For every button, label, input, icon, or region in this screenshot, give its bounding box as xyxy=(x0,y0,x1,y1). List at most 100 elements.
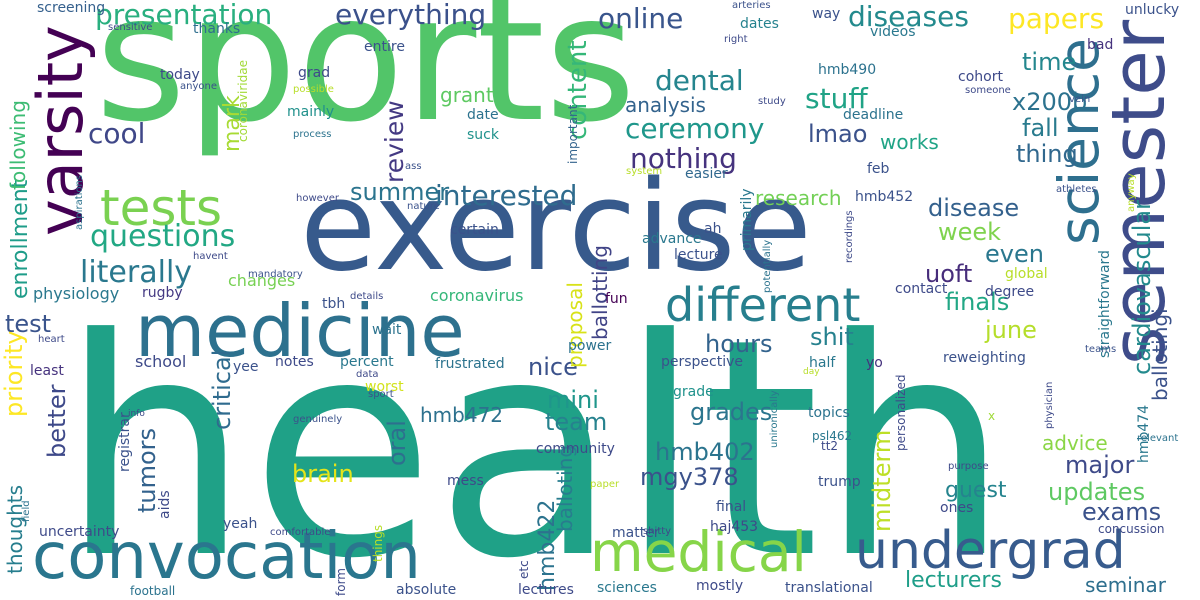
word-time: time xyxy=(1022,48,1077,76)
word-teams: teams xyxy=(1085,344,1117,355)
word-entire: entire xyxy=(364,39,405,55)
word-undergrad: undergrad xyxy=(855,521,1126,581)
word-papers: papers xyxy=(1008,2,1105,35)
word-frustrated: frustrated xyxy=(435,356,505,372)
word-team: team xyxy=(545,408,608,436)
word-trump: trump xyxy=(818,474,861,490)
word-physiology: physiology xyxy=(33,284,120,303)
word-hmb472: hmb472 xyxy=(420,403,504,427)
word-medical: medical xyxy=(590,520,807,584)
word-personalized: personalized xyxy=(894,374,908,451)
word-brain: brain xyxy=(292,460,354,488)
word-proposal: proposal xyxy=(563,282,587,368)
word-anyone: anyone xyxy=(180,81,217,92)
word-fall: fall xyxy=(1022,114,1059,142)
word-purpose: purpose xyxy=(948,461,989,472)
word-medicine: medicine xyxy=(135,289,465,373)
word-data: data xyxy=(356,369,379,380)
word-straightforward: straightforward xyxy=(1097,250,1113,358)
word-ceremony: ceremony xyxy=(625,112,765,145)
word-sport: sport xyxy=(368,389,394,400)
word-date: date xyxy=(467,107,499,123)
word-system: system xyxy=(626,166,663,177)
word-uoft: uoft xyxy=(925,260,973,288)
word-unlucky: unlucky xyxy=(1125,2,1180,18)
word-way: way xyxy=(812,6,841,22)
word-nothing: nothing xyxy=(630,142,737,175)
word-topics: topics xyxy=(808,405,850,421)
word-shit: shit xyxy=(810,323,854,351)
word-updates: updates xyxy=(1048,478,1146,506)
word-aids: aids xyxy=(157,490,173,519)
word-sports: sports xyxy=(95,0,637,161)
word-dates: dates xyxy=(740,16,779,32)
word-works: works xyxy=(880,130,939,154)
word-perspective: perspective xyxy=(661,354,744,370)
word-everything: everything xyxy=(335,0,487,31)
word-review: review xyxy=(380,100,409,183)
word-degree: degree xyxy=(985,284,1035,300)
word-oral: oral xyxy=(383,420,411,466)
word-things: things xyxy=(371,524,385,562)
word-deadline: deadline xyxy=(843,107,904,123)
word-yo: yo xyxy=(866,355,883,371)
word-ballotingi: ballotingi xyxy=(1148,308,1172,401)
word-thoughts: thoughts xyxy=(3,484,27,574)
word-thanks: thanks xyxy=(193,21,241,37)
word-concussion: concussion xyxy=(1098,522,1165,536)
word-community: community xyxy=(536,441,615,457)
word-potentially: potentially xyxy=(762,239,773,293)
word-test: test xyxy=(5,310,52,338)
word-anyway: anyway xyxy=(1126,173,1137,212)
word-interested: interested xyxy=(435,179,578,212)
word-grant: grant xyxy=(440,83,494,107)
word-certain: certain xyxy=(450,222,499,238)
word-paper: paper xyxy=(590,479,620,490)
word-midterm: midterm xyxy=(868,429,896,532)
word-grade: grade xyxy=(673,384,714,400)
word-june: june xyxy=(985,316,1037,344)
word-dental: dental xyxy=(655,64,744,97)
word-lmao: lmao xyxy=(808,120,868,148)
word-x: x xyxy=(988,409,996,423)
word-sciences: sciences xyxy=(597,580,657,596)
word-absolute: absolute xyxy=(396,582,457,598)
word-physician: physician xyxy=(1044,381,1055,429)
word-info: info xyxy=(128,409,145,419)
word-ones: ones xyxy=(940,500,974,516)
word-exams: exams xyxy=(1082,498,1162,526)
word-lecture: lecture xyxy=(674,247,723,263)
word-coronavirus: coronavirus xyxy=(430,286,524,305)
word-worst: worst xyxy=(365,379,404,395)
word-changes: changes xyxy=(228,271,296,290)
word-tests: tests xyxy=(100,179,223,237)
word-guest: guest xyxy=(945,478,1007,503)
word-ah: ah xyxy=(704,221,722,237)
word-critical: critical xyxy=(208,349,236,430)
word-study: study xyxy=(758,96,786,107)
word-bad: bad xyxy=(1087,37,1114,53)
word-fun: fun xyxy=(605,291,628,307)
word-percent: percent xyxy=(340,354,394,370)
word-however: however xyxy=(296,193,339,204)
word-grad: grad xyxy=(298,65,331,81)
word-screening: screening xyxy=(37,0,106,16)
word-heart: heart xyxy=(38,334,65,345)
word-health: health xyxy=(60,275,1010,600)
word-advice: advice xyxy=(1042,431,1108,455)
word-sensitive: sensitive xyxy=(108,22,153,33)
word-genuinely: genuinely xyxy=(293,414,343,425)
word-mini: mini xyxy=(547,386,599,414)
word-process: process xyxy=(293,129,332,140)
word-form: form xyxy=(334,568,348,596)
word-recordings: recordings xyxy=(844,210,855,263)
word-possible: possible xyxy=(293,84,334,95)
word-registrar: registrar xyxy=(117,412,133,472)
word-presentation: presentation xyxy=(95,0,273,31)
word-feb: feb xyxy=(867,161,890,177)
word-questions: questions xyxy=(90,219,236,254)
word-online: online xyxy=(598,2,684,35)
word-yeah: yeah xyxy=(223,516,258,532)
word-lectures: lectures xyxy=(518,582,574,598)
word-following: following xyxy=(6,100,30,190)
